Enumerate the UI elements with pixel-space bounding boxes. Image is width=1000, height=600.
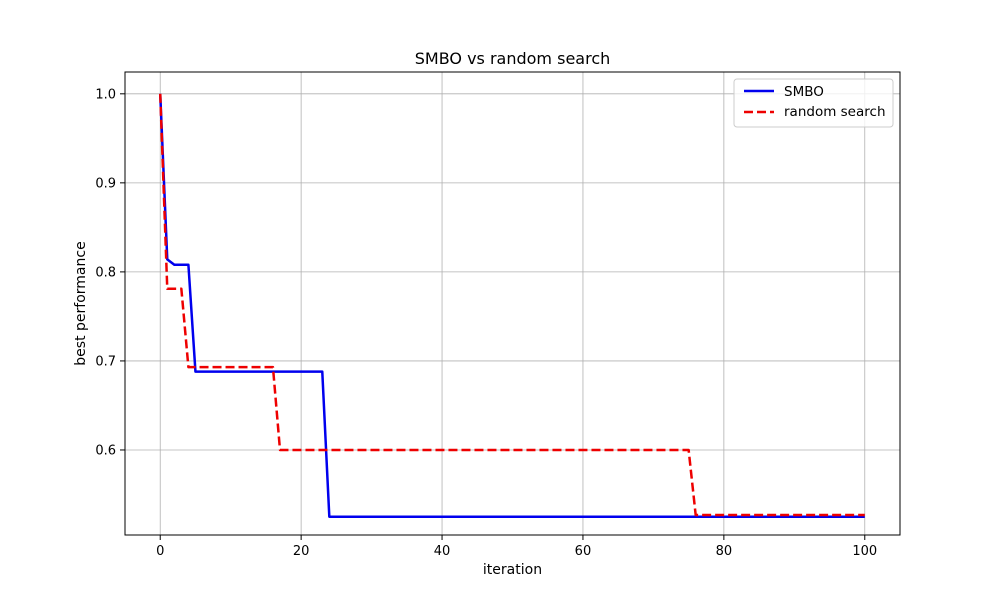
x-axis-label: iteration (483, 562, 542, 578)
y-tick-label: 0.7 (95, 354, 116, 369)
y-axis-label: best performance (73, 241, 89, 365)
legend: SMBO random search (733, 78, 894, 128)
series-line-smbo (158, 93, 865, 518)
y-tick-label: 1.0 (95, 87, 116, 102)
y-tick-label: 0.6 (95, 443, 116, 458)
plot-frame (124, 71, 901, 536)
axis-ticks: 0 20 40 60 80 100 0.6 0.7 0.8 0.9 1.0 (95, 87, 877, 559)
legend-label-random-search: random search (784, 104, 886, 120)
x-tick-label: 0 (156, 544, 164, 559)
x-tick-label: 60 (575, 544, 592, 559)
grid (125, 72, 900, 535)
x-tick-label: 40 (434, 544, 451, 559)
series-line-random-search (158, 93, 865, 517)
chart-title: SMBO vs random search (415, 49, 611, 68)
legend-label-smbo: SMBO (784, 84, 824, 100)
y-tick-label: 0.9 (95, 176, 116, 191)
x-tick-label: 20 (293, 544, 310, 559)
x-tick-label: 100 (852, 544, 877, 559)
y-tick-label: 0.8 (95, 265, 116, 280)
x-tick-label: 80 (716, 544, 733, 559)
series-lines (158, 93, 865, 518)
